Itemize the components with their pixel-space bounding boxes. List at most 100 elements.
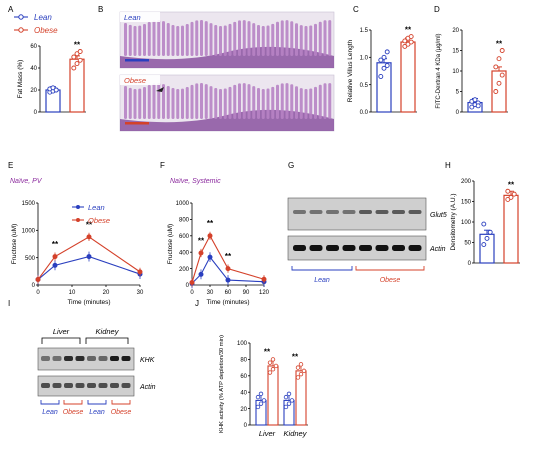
panel-E-data-point (52, 262, 58, 268)
panel-H-y-tick-label: 0 (468, 261, 472, 267)
blot-g-actin-band (392, 245, 405, 251)
histology-obese-villus (257, 88, 260, 119)
blot-i-actin-band (52, 383, 62, 388)
panel-D-y-tick-label: 0 (456, 110, 460, 116)
panel-E-y-axis-label: Fructose (uM) (11, 224, 18, 264)
panel-D-data-point (499, 72, 505, 78)
histology-lean-villus (233, 21, 237, 56)
panel-H-data-point (487, 229, 493, 235)
panel-e-legend-lean-label: Lean (88, 203, 105, 212)
histology-obese-villus (266, 88, 270, 119)
panel-F-significance-label: ** (207, 219, 214, 228)
panel-D-data-point (493, 89, 499, 94)
blot-i-khk-band (52, 356, 62, 361)
histology-obese-villi (124, 83, 332, 119)
blot-i-khk-panel (37, 347, 135, 371)
blot-i-lane-label: Lean (42, 409, 58, 416)
panel-J-data-point (283, 394, 289, 400)
histology-obese-villus (299, 88, 303, 119)
blot-i-actin-band (87, 383, 96, 388)
panel-A-significance-label: ** (74, 41, 81, 50)
histology-obese-villus (185, 86, 189, 119)
panel-C-data-point (381, 54, 387, 60)
panel-F-y-tick-label: 0 (186, 283, 190, 289)
histology-lean-villus (257, 25, 260, 56)
histology-lean-villus (147, 21, 151, 56)
histology-lean-villus (219, 25, 222, 56)
blot-i-lane-bracket (111, 400, 131, 405)
panel-e-legend-obese-marker (76, 218, 80, 222)
histology-lean-villus (176, 25, 180, 56)
histology-obese-villus (143, 87, 146, 119)
panel-E-data-point (52, 254, 58, 260)
panel-J-data-point (255, 394, 261, 400)
panel-J-bar-obese (267, 365, 279, 426)
panel-F-y-tick-label: 200 (179, 267, 190, 273)
histology-lean-villus (128, 24, 132, 56)
panel-E-x-tick-label: 0 (36, 290, 40, 296)
blot-i-actin-band (64, 383, 73, 388)
panel-C-data-point (381, 65, 387, 71)
blot-g-glut5-band (392, 210, 405, 214)
blot-g-glut5-band (293, 210, 306, 214)
panel-e-title: Naïve, PV (10, 178, 43, 185)
panel-H-data-point (481, 242, 487, 248)
panel-letter-f: F (160, 161, 165, 170)
panel-J-data-point (258, 401, 264, 406)
histology-lean-villus (295, 23, 298, 57)
histology-obese-villus (157, 83, 161, 119)
blot-i-lane-label: Obese (63, 409, 84, 416)
histology-lean-scale-bar (125, 59, 149, 62)
panel-J-y-tick-label: 100 (237, 341, 248, 347)
panel-J-data-point (267, 360, 273, 365)
panel-J-data-point (286, 401, 292, 406)
panel-e-legend-obese-label: Obese (88, 216, 110, 225)
histology-obese-villus (285, 83, 289, 119)
histology-obese-villus (295, 86, 298, 119)
histology-lean-villus (242, 20, 246, 57)
blot-g-glut5-band (408, 210, 422, 214)
panel-F-x-axis-label: Time (minutes) (206, 299, 249, 306)
panel-H-data-point (505, 188, 511, 194)
panel-E-y-tick-label: 0 (32, 283, 36, 289)
panel-D-significance-label: ** (496, 40, 503, 49)
panel-J-data-point (255, 404, 261, 410)
histology-lean-villus (285, 20, 289, 57)
panel-E-x-tick-label: 20 (103, 290, 110, 296)
blot-i-actin-band (41, 383, 50, 388)
panel-H-y-tick-label: 50 (464, 241, 471, 247)
panel-A-y-tick-label: 40 (30, 66, 37, 72)
panel-letter-e: E (8, 161, 13, 170)
panel-E-series-lean (37, 255, 141, 280)
panel-E-y-tick-label: 500 (25, 256, 36, 262)
panel-F-y-tick-label: 1000 (176, 201, 190, 207)
histology-lean-villus (190, 21, 194, 56)
panel-f-title: Naïve, Systemic (170, 178, 221, 185)
histology-obese-villus (252, 86, 256, 119)
blot-i-lane-label: Obese (111, 409, 132, 416)
histology-lean-villus (204, 21, 208, 56)
blot-g-band-label-actin: Actin (429, 246, 446, 253)
panel-J-significance-label: ** (292, 352, 299, 361)
histology-lean-villus (328, 20, 332, 56)
panel-D-y-tick-label: 20 (452, 28, 459, 34)
panel-A-data-point (53, 87, 59, 93)
panel-C-data-point (378, 57, 384, 63)
panel-C-data-point (405, 41, 411, 47)
histology-obese-villus (238, 83, 241, 119)
histology-obese-villus (176, 88, 180, 119)
histology-lean-villus (152, 20, 156, 56)
histology-lean-villus (200, 20, 203, 56)
blot-g-actin-band (326, 245, 339, 251)
panel-F-x-tick-label: 30 (207, 290, 214, 296)
panel-D-data-point (469, 104, 475, 110)
panel-D-data-point (496, 80, 502, 86)
histology-obese-villus (124, 86, 127, 119)
histology-lean-villus (276, 21, 279, 56)
panel-E-x-tick-label: 10 (69, 290, 76, 296)
histology-lean-villus (133, 25, 137, 56)
histology-lean-villus (166, 23, 170, 56)
panel-C-data-point (378, 74, 384, 79)
histology-lean-base-tissue (120, 46, 334, 68)
histology-lean-villus (290, 21, 294, 56)
